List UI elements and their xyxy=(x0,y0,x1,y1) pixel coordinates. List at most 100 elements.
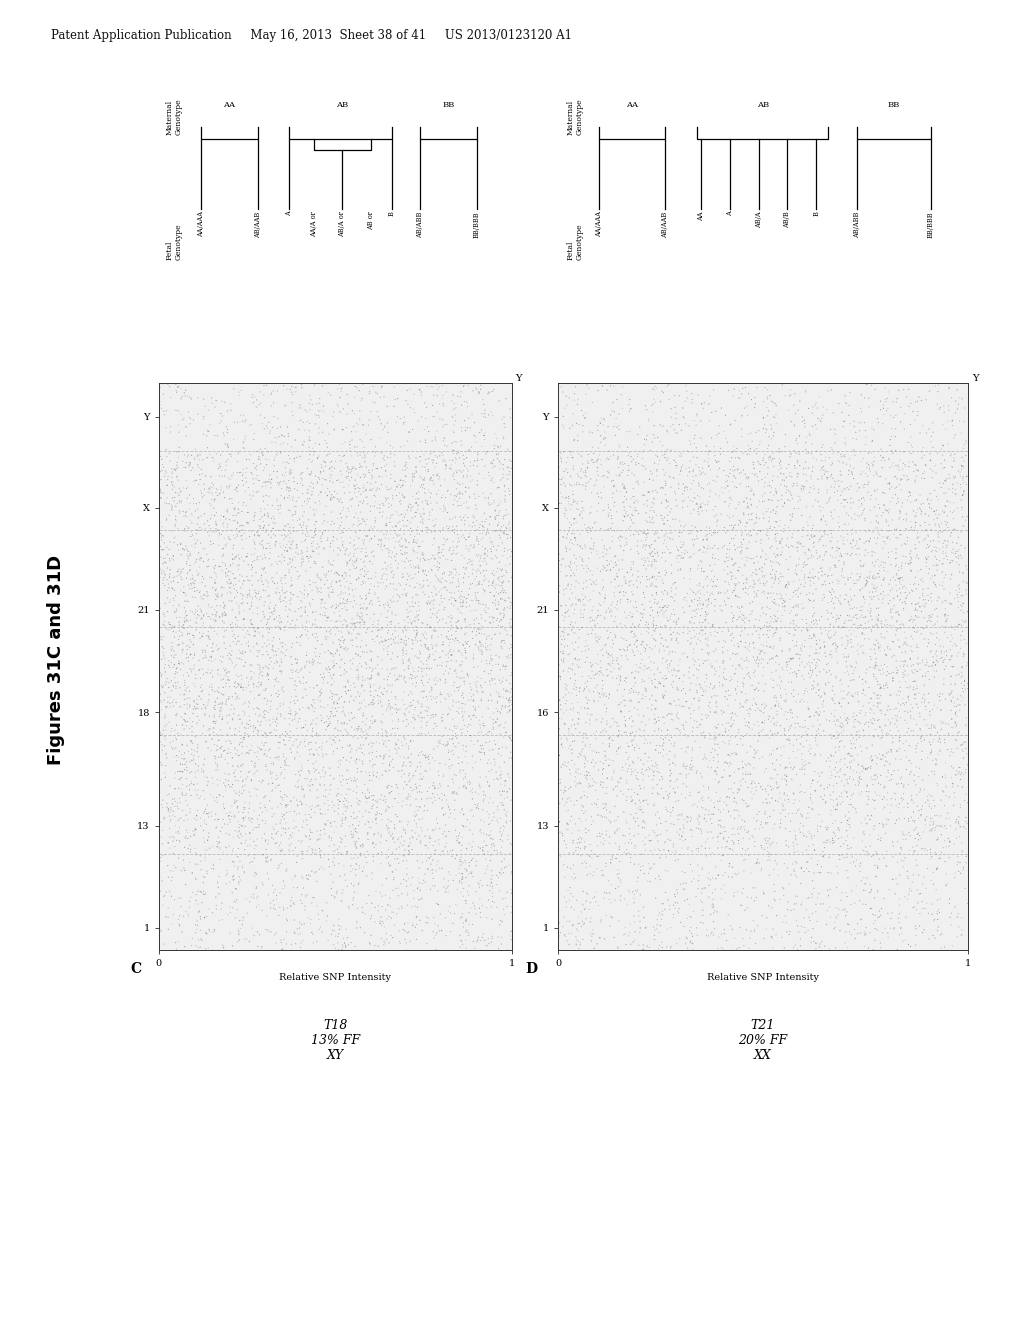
Point xyxy=(955,643,972,664)
Point xyxy=(682,578,698,599)
Point xyxy=(954,920,971,941)
Point xyxy=(366,675,382,696)
Point xyxy=(492,723,508,744)
Point xyxy=(338,808,354,829)
Point xyxy=(604,708,621,729)
Point xyxy=(862,809,879,830)
Point xyxy=(304,655,321,676)
Point xyxy=(229,480,246,502)
Point xyxy=(435,545,452,566)
Point xyxy=(557,628,573,649)
Point xyxy=(796,816,812,837)
Point xyxy=(309,447,326,469)
Point xyxy=(882,615,898,636)
Point xyxy=(908,899,925,920)
Point xyxy=(230,801,247,822)
Point xyxy=(857,463,873,484)
Point xyxy=(152,812,168,833)
Point xyxy=(720,801,736,822)
Point xyxy=(725,528,741,549)
Point xyxy=(465,644,481,665)
Point xyxy=(651,770,668,791)
Point xyxy=(914,463,931,484)
Point xyxy=(665,529,681,550)
Point xyxy=(898,713,914,734)
Point xyxy=(821,581,838,602)
Point xyxy=(471,623,487,644)
Point xyxy=(959,601,976,622)
Point xyxy=(609,590,626,611)
Point xyxy=(752,725,768,746)
Point xyxy=(695,478,712,499)
Point xyxy=(272,832,289,853)
Point xyxy=(746,832,763,853)
Point xyxy=(223,444,240,465)
Point xyxy=(201,803,217,824)
Point xyxy=(206,640,222,661)
Point xyxy=(574,549,591,570)
Point xyxy=(468,566,484,587)
Point xyxy=(849,539,865,560)
Point xyxy=(572,524,589,545)
Point xyxy=(459,465,475,486)
Point xyxy=(719,931,735,952)
Point xyxy=(944,502,961,523)
Point xyxy=(334,565,350,586)
Point xyxy=(480,890,497,911)
Point xyxy=(812,894,828,915)
Point xyxy=(572,603,589,624)
Point xyxy=(418,747,434,768)
Point xyxy=(579,727,595,748)
Point xyxy=(223,590,240,611)
Point xyxy=(566,523,583,544)
Point xyxy=(483,451,500,473)
Point xyxy=(702,789,719,810)
Point xyxy=(555,651,571,672)
Point xyxy=(730,636,746,657)
Point xyxy=(807,612,823,634)
Point xyxy=(664,630,680,651)
Point xyxy=(800,515,816,536)
Point xyxy=(494,573,510,594)
Point xyxy=(744,503,761,524)
Point xyxy=(497,480,513,502)
Point xyxy=(198,731,214,752)
Point xyxy=(691,587,708,609)
Point xyxy=(169,441,185,462)
Point xyxy=(355,442,372,463)
Point xyxy=(829,531,846,552)
Point xyxy=(323,536,339,557)
Point xyxy=(330,777,346,799)
Point xyxy=(803,469,819,490)
Point xyxy=(892,568,908,589)
Point xyxy=(701,750,718,771)
Point xyxy=(642,576,658,597)
Point xyxy=(171,491,187,512)
Point xyxy=(930,524,946,545)
Point xyxy=(556,417,572,438)
Point xyxy=(357,525,374,546)
Point xyxy=(259,863,275,884)
Point xyxy=(735,673,752,694)
Point xyxy=(271,582,288,603)
Point xyxy=(816,681,833,702)
Point xyxy=(302,661,318,682)
Point xyxy=(654,603,671,624)
Point xyxy=(176,710,193,731)
Point xyxy=(775,884,792,906)
Point xyxy=(925,750,941,771)
Point xyxy=(217,535,233,556)
Point xyxy=(705,804,721,825)
Point xyxy=(380,777,396,799)
Point xyxy=(383,723,399,744)
Point xyxy=(187,500,204,521)
Point xyxy=(721,734,737,755)
Point xyxy=(263,384,280,405)
Point xyxy=(841,619,857,640)
Point xyxy=(749,496,765,517)
Point xyxy=(918,808,934,829)
Point xyxy=(703,813,720,834)
Point xyxy=(798,381,814,403)
Point xyxy=(737,516,754,537)
Point xyxy=(481,825,498,846)
